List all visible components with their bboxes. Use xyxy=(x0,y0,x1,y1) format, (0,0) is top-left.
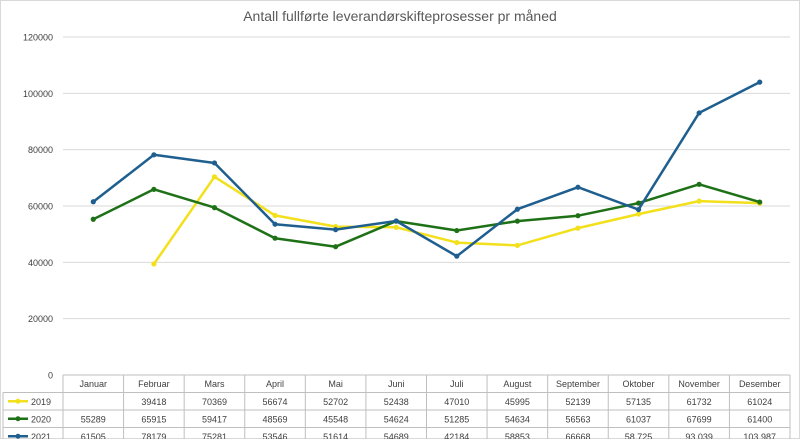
table-cell-value: 103 987 xyxy=(743,432,776,439)
data-point-2020 xyxy=(514,218,520,224)
table-cell-value: 93 039 xyxy=(685,432,713,439)
table-cell-value: 61732 xyxy=(687,397,712,407)
data-point-2021 xyxy=(454,253,460,259)
data-point-2020 xyxy=(151,186,157,192)
table-cell-value: 45548 xyxy=(323,414,348,424)
data-point-2020 xyxy=(757,199,763,205)
y-tick-label: 120000 xyxy=(23,33,53,43)
x-category-label: September xyxy=(556,379,600,389)
table-cell-value: 51614 xyxy=(323,432,348,439)
data-point-2021 xyxy=(575,184,581,190)
table-cell-value: 78179 xyxy=(141,432,166,439)
data-point-2020 xyxy=(696,181,702,187)
y-tick-label: 100000 xyxy=(23,89,53,99)
data-point-2019 xyxy=(454,239,460,246)
table-cell-value: 57135 xyxy=(626,397,651,407)
x-category-label: April xyxy=(266,379,284,389)
table-cell-value: 53546 xyxy=(263,432,288,439)
x-category-label: Mai xyxy=(328,379,343,389)
data-point-2020 xyxy=(333,244,339,250)
data-point-2021 xyxy=(211,160,218,166)
legend-key-marker xyxy=(15,398,21,404)
table-cell-value: 47010 xyxy=(444,397,469,407)
data-point-2021 xyxy=(90,199,96,205)
table-cell-value: 54689 xyxy=(384,432,409,439)
table-cell-value: 55289 xyxy=(81,414,106,424)
legend-label: 2020 xyxy=(31,414,51,424)
table-cell-value: 56563 xyxy=(565,414,590,424)
y-tick-label: 60000 xyxy=(28,202,53,212)
table-cell-value: 66668 xyxy=(565,432,590,439)
y-tick-label: 40000 xyxy=(28,258,53,268)
x-category-label: Desember xyxy=(739,379,781,389)
data-point-2020 xyxy=(211,205,218,211)
x-category-label: Mars xyxy=(204,379,224,389)
table-cell-value: 39418 xyxy=(141,397,166,407)
x-category-label: November xyxy=(678,379,720,389)
data-point-2021 xyxy=(151,152,157,158)
table-cell-value: 67699 xyxy=(687,414,712,424)
x-category-label: Juli xyxy=(450,379,464,389)
table-cell-value: 54634 xyxy=(505,414,530,424)
table-cell-value: 45995 xyxy=(505,397,530,407)
table-cell-value: 75281 xyxy=(202,432,227,439)
data-point-2019 xyxy=(635,211,642,217)
data-point-2020 xyxy=(635,200,642,206)
table-cell-value: 58853 xyxy=(505,432,530,439)
data-point-2021 xyxy=(393,218,399,224)
x-category-label: Oktober xyxy=(623,379,655,389)
table-cell-value: 52139 xyxy=(565,397,590,407)
table-cell-value: 52702 xyxy=(323,397,348,407)
x-category-label: August xyxy=(503,379,532,389)
table-cell-value: 51285 xyxy=(444,414,469,424)
table-cell-value: 42184 xyxy=(444,432,469,439)
data-point-2019 xyxy=(393,224,399,230)
x-category-label: Februar xyxy=(138,379,170,389)
data-point-2019 xyxy=(696,198,702,204)
table-cell-value: 58 725 xyxy=(625,432,653,439)
table-cell-value: 48569 xyxy=(263,414,288,424)
table-cell-value: 61400 xyxy=(747,414,772,424)
table-cell-value: 61505 xyxy=(81,432,106,439)
data-point-2020 xyxy=(575,213,581,219)
data-point-2021 xyxy=(333,227,339,233)
legend-label: 2021 xyxy=(31,432,51,439)
table-cell-value: 61024 xyxy=(747,397,772,407)
series-line-2020 xyxy=(92,183,761,248)
series-line-2019 xyxy=(152,175,760,265)
data-point-2020 xyxy=(90,216,96,222)
data-point-2021 xyxy=(272,221,278,227)
data-point-2021 xyxy=(696,110,702,116)
data-point-2019 xyxy=(151,261,157,267)
legend-label: 2019 xyxy=(31,397,51,407)
data-point-2019 xyxy=(272,212,278,218)
data-point-2019 xyxy=(514,242,520,249)
y-tick-label: 20000 xyxy=(28,314,53,324)
table-cell-value: 65915 xyxy=(141,414,166,424)
table-cell-value: 56674 xyxy=(263,397,288,407)
data-point-2020 xyxy=(272,235,278,241)
x-category-label: Juni xyxy=(388,379,405,389)
table-cell-value: 52438 xyxy=(384,397,409,407)
table-cell-value: 70369 xyxy=(202,397,227,407)
y-tick-label: 0 xyxy=(48,371,53,381)
data-point-2020 xyxy=(454,227,460,234)
data-point-2019 xyxy=(575,225,581,231)
data-point-2021 xyxy=(757,79,763,85)
y-tick-label: 80000 xyxy=(28,145,53,155)
x-category-label: Januar xyxy=(80,379,108,389)
data-point-2021 xyxy=(635,206,642,213)
chart-title: Antall fullførte leverandørskifteprosess… xyxy=(243,8,557,24)
series-line-2021 xyxy=(92,80,761,258)
table-cell-value: 54624 xyxy=(384,414,409,424)
table-cell-value: 61037 xyxy=(626,414,651,424)
data-point-2019 xyxy=(211,174,218,180)
legend-key-marker xyxy=(15,433,21,439)
data-point-2021 xyxy=(514,206,520,212)
table-cell-value: 59417 xyxy=(202,414,227,424)
legend-key-marker xyxy=(15,416,21,422)
